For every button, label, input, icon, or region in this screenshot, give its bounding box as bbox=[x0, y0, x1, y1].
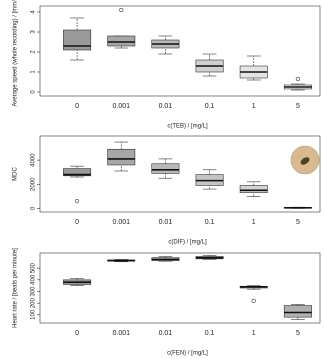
box bbox=[239, 185, 268, 193]
x-tick-label: 1 bbox=[252, 330, 256, 337]
outlier bbox=[295, 76, 301, 82]
x-tick-label: 5 bbox=[296, 103, 300, 110]
y-tick-label: 3 bbox=[31, 30, 37, 34]
x-axis-title: c(DIF) / [mg/L] bbox=[168, 240, 207, 246]
y-tick-label: 0 bbox=[31, 206, 37, 210]
y-tick-label: 4000 bbox=[31, 153, 37, 167]
x-axis-title: c(TEB) / [mg/L] bbox=[167, 124, 208, 130]
x-tick-label: 0.001 bbox=[112, 219, 130, 226]
box bbox=[63, 168, 92, 177]
photo-inset bbox=[290, 145, 320, 175]
x-axis-title: c(FEN) / [mg/L] bbox=[167, 351, 208, 357]
box bbox=[151, 163, 180, 174]
x-tick-label: 0.01 bbox=[159, 219, 173, 226]
x-tick-label: 5 bbox=[296, 330, 300, 337]
x-tick-label: 0 bbox=[75, 330, 79, 337]
x-tick-label: 1 bbox=[252, 103, 256, 110]
box bbox=[107, 148, 136, 166]
x-tick-label: 0.1 bbox=[205, 103, 215, 110]
x-tick-label: 0 bbox=[75, 103, 79, 110]
x-tick-label: 0.001 bbox=[112, 330, 130, 337]
y-tick-label: 0 bbox=[31, 90, 37, 94]
y-axis-title: MDC bbox=[13, 167, 19, 181]
x-tick-label: 0.1 bbox=[205, 219, 215, 226]
y-tick-label: 200 bbox=[31, 298, 37, 309]
y-tick-label: 4 bbox=[31, 10, 37, 14]
y-tick-label: 300 bbox=[31, 286, 37, 297]
y-tick-label: 100 bbox=[31, 309, 37, 320]
outlier bbox=[119, 7, 124, 13]
x-tick-label: 1 bbox=[252, 219, 256, 226]
x-tick-label: 0.001 bbox=[112, 103, 130, 110]
y-tick-label: 2000 bbox=[31, 177, 37, 191]
y-tick-label: 1 bbox=[31, 70, 37, 74]
box bbox=[63, 29, 92, 51]
x-tick-label: 0.01 bbox=[159, 330, 173, 337]
x-tick-label: 5 bbox=[296, 219, 300, 226]
x-tick-label: 0 bbox=[75, 219, 79, 226]
x-tick-label: 0.1 bbox=[205, 330, 215, 337]
outlier bbox=[74, 199, 80, 204]
box bbox=[107, 35, 136, 47]
plot-frame bbox=[39, 135, 321, 213]
y-tick-label: 2 bbox=[31, 50, 37, 54]
outlier bbox=[251, 298, 256, 303]
plot-frame bbox=[39, 5, 321, 97]
plot-frame bbox=[39, 252, 321, 324]
y-axis-title: Heart rate / [beats per minute] bbox=[13, 248, 19, 328]
y-axis-title: Average speed (whole recording) / [mm/s] bbox=[13, 0, 19, 107]
y-tick-label: 500 bbox=[31, 263, 37, 274]
box bbox=[283, 305, 312, 318]
y-tick-label: 400 bbox=[31, 274, 37, 285]
x-tick-label: 0.01 bbox=[159, 103, 173, 110]
